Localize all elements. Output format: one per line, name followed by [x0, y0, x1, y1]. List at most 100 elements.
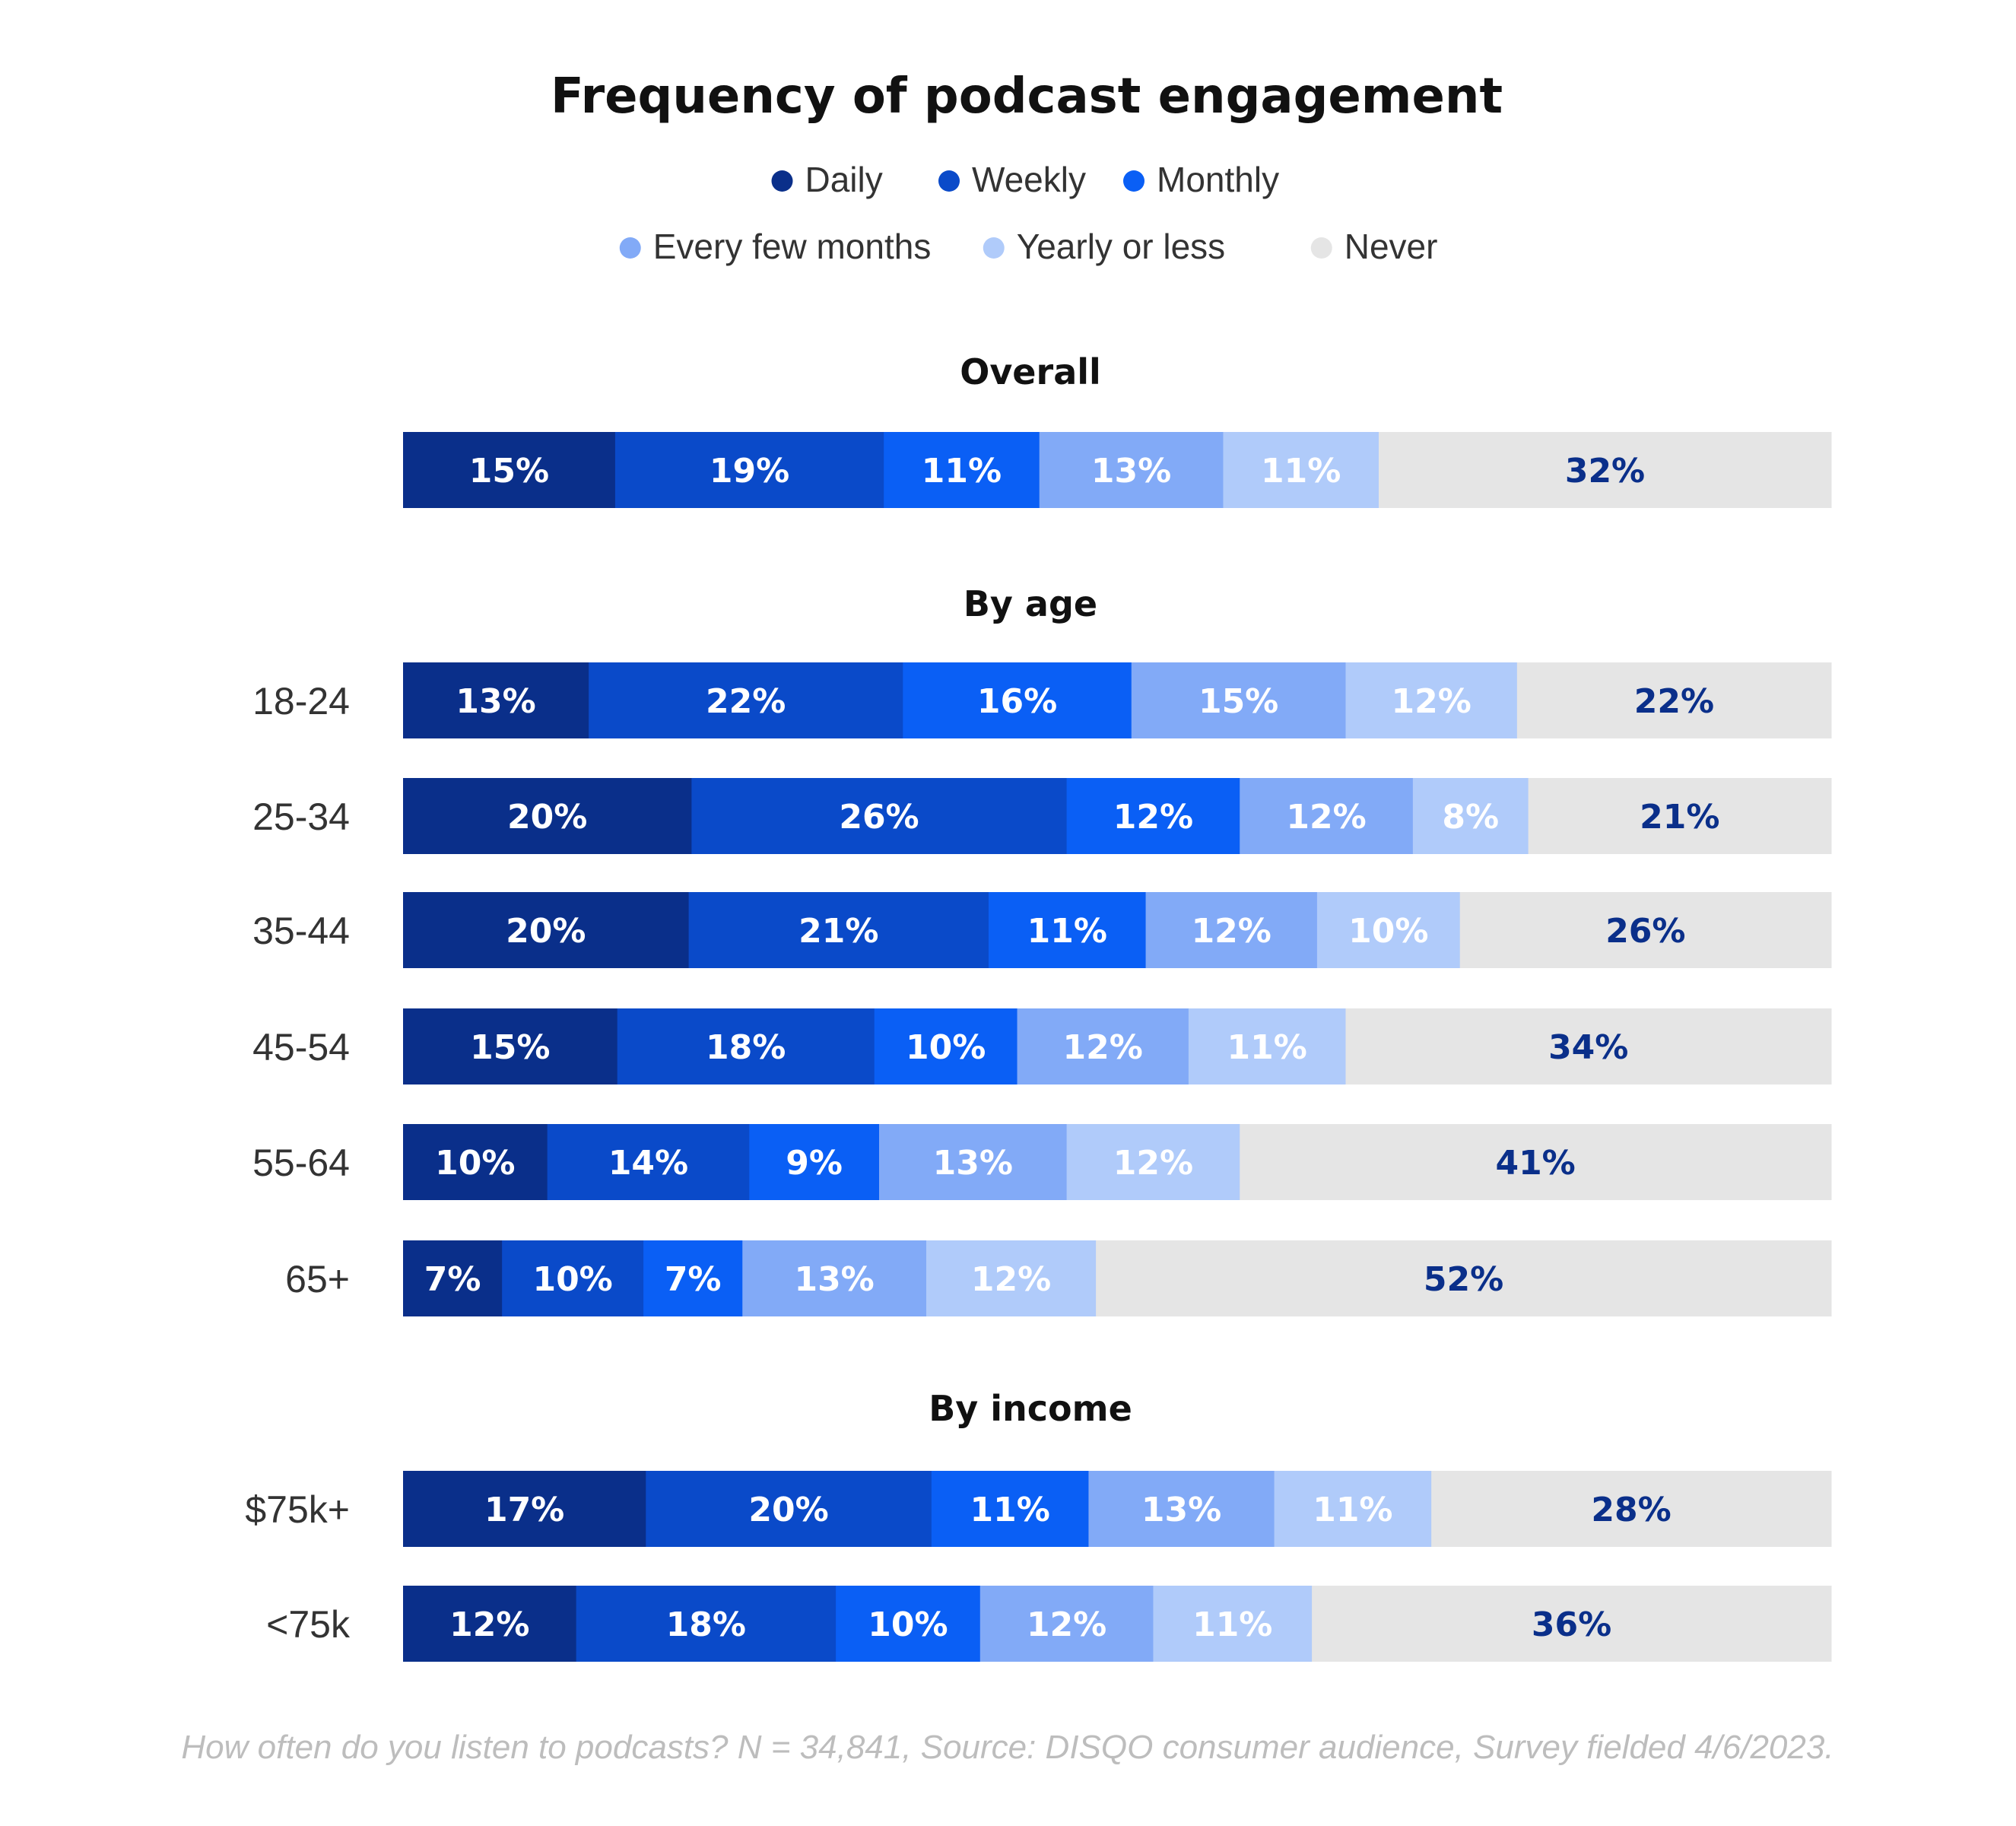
data-label-every-few-months: 12% [1027, 1605, 1106, 1644]
bar-segment-weekly [688, 892, 989, 968]
legend-swatch-weekly [938, 170, 960, 192]
data-label-daily: 20% [506, 912, 586, 951]
data-label-every-few-months: 12% [1286, 798, 1366, 837]
bar-segment-monthly [749, 1124, 880, 1200]
bar-segment-daily [403, 778, 692, 854]
bar-segment-weekly [547, 1124, 750, 1200]
bar-segment-monthly [1066, 778, 1240, 854]
section-by-income: By income $75k+ 17% 20% 11% 13% 11% 28% <75k 12% 1… [245, 1388, 1832, 1662]
bar-segment-daily [403, 1124, 548, 1200]
legend-label-every-few-months: Every few months [653, 227, 932, 266]
data-label-never: 22% [1634, 682, 1714, 721]
bar-segment-never [1528, 778, 1832, 854]
section-title-overall: Overall [960, 351, 1101, 392]
data-label-weekly: 10% [532, 1260, 612, 1299]
data-label-yearly-or-less: 11% [1192, 1605, 1272, 1644]
bar-row-35-44: 35-44 20% 21% 11% 12% 10% 26% [252, 892, 1832, 968]
bar-segment-never [1431, 1471, 1832, 1547]
data-label-daily: 7% [424, 1260, 481, 1299]
bar-segment-yearly-or-less [1223, 432, 1379, 508]
data-label-every-few-months: 15% [1198, 682, 1278, 721]
data-label-yearly-or-less: 11% [1313, 1491, 1392, 1529]
data-label-monthly: 10% [868, 1605, 948, 1644]
bar-segment-every-few-months [1039, 432, 1224, 508]
bar-segment-every-few-months [879, 1124, 1068, 1200]
data-label-every-few-months: 13% [1091, 452, 1171, 491]
bar-segment-monthly [836, 1586, 981, 1662]
legend-label-yearly-or-less: Yearly or less [1017, 227, 1225, 266]
legend-label-weekly: Weekly [972, 160, 1086, 199]
bar-segment-every-few-months [1088, 1471, 1275, 1547]
data-label-weekly: 21% [798, 912, 878, 951]
bar-segment-monthly [884, 432, 1040, 508]
data-label-monthly: 12% [1113, 798, 1193, 837]
data-label-daily: 20% [507, 798, 587, 837]
data-label-daily: 12% [449, 1605, 529, 1644]
data-label-daily: 10% [435, 1144, 515, 1183]
bar-segment-yearly-or-less [1412, 778, 1529, 854]
data-label-monthly: 11% [1027, 912, 1107, 951]
bar-segment-monthly [643, 1240, 743, 1316]
data-label-monthly: 10% [906, 1028, 986, 1067]
legend-item-weekly: Weekly [938, 160, 1086, 199]
data-label-weekly: 18% [706, 1028, 786, 1067]
legend-swatch-never [1310, 237, 1332, 259]
legend-swatch-daily [771, 170, 793, 192]
bar-segment-monthly [903, 662, 1132, 738]
bar-segment-yearly-or-less [1188, 1008, 1346, 1084]
bar-segment-never [1378, 432, 1832, 508]
data-label-weekly: 22% [706, 682, 786, 721]
chart-title: Frequency of podcast engagement [551, 68, 1503, 125]
data-label-never: 41% [1495, 1144, 1575, 1183]
legend-swatch-yearly-or-less [983, 237, 1005, 259]
bar-row-45-54: 45-54 15% 18% 10% 12% 11% 34% [252, 1008, 1832, 1084]
bar-row-75k: $75k+ 17% 20% 11% 13% 11% 28% [245, 1471, 1832, 1547]
bar-segment-daily [403, 1240, 503, 1316]
bar-segment-weekly [646, 1471, 932, 1547]
bar-segment-monthly [874, 1008, 1018, 1084]
bar-segment-never [1516, 662, 1832, 738]
bar-row-25-34: 25-34 20% 26% 12% 12% 8% 21% [252, 778, 1832, 854]
bar-segment-monthly [931, 1471, 1089, 1547]
bar-segment-yearly-or-less [925, 1240, 1097, 1316]
row-label-75k: <75k [266, 1603, 351, 1646]
legend-item-monthly: Monthly [1123, 160, 1279, 199]
data-label-never: 36% [1532, 1605, 1611, 1644]
bar-segment-yearly-or-less [1153, 1586, 1313, 1662]
bar-segment-monthly [988, 892, 1147, 968]
legend-item-yearly-or-less: Yearly or less [983, 227, 1225, 266]
bar-row-65: 65+ 7% 10% 7% 13% 12% 52% [285, 1240, 1832, 1316]
bar-segment-weekly [617, 1008, 875, 1084]
legend: Daily Weekly Monthly Every few months Yearly… [619, 160, 1437, 266]
data-label-daily: 15% [470, 1028, 550, 1067]
legend-item-never: Never [1310, 227, 1437, 266]
row-label-35-44: 35-44 [252, 910, 350, 952]
data-label-never: 21% [1640, 798, 1719, 837]
data-label-never: 26% [1605, 912, 1685, 951]
data-label-never: 28% [1591, 1491, 1671, 1529]
bar-segment-never [1345, 1008, 1832, 1084]
data-label-weekly: 26% [839, 798, 919, 837]
bar-segment-every-few-months [742, 1240, 927, 1316]
bar-segment-every-few-months [1017, 1008, 1189, 1084]
data-label-weekly: 14% [608, 1144, 688, 1183]
data-label-yearly-or-less: 12% [971, 1260, 1051, 1299]
data-label-every-few-months: 13% [794, 1260, 874, 1299]
bar-segment-every-few-months [979, 1586, 1154, 1662]
data-label-yearly-or-less: 11% [1227, 1028, 1307, 1067]
data-label-never: 32% [1565, 452, 1645, 491]
data-label-every-few-months: 13% [1141, 1491, 1221, 1529]
section-by-age: By age 18-24 13% 22% 16% 15% 12% 22% 25-34 20% 26%… [252, 583, 1832, 1316]
bar-segment-daily [403, 1586, 577, 1662]
row-label-25-34: 25-34 [252, 796, 350, 838]
data-label-yearly-or-less: 10% [1348, 912, 1428, 951]
legend-swatch-monthly [1123, 170, 1145, 192]
bar-segment-daily [403, 1008, 618, 1084]
data-label-monthly: 7% [665, 1260, 722, 1299]
section-title-by-income: By income [929, 1388, 1132, 1429]
row-label-18-24: 18-24 [252, 680, 350, 722]
section-title-by-age: By age [964, 583, 1097, 624]
bar-row-overall: 15% 19% 11% 13% 11% 32% [403, 432, 1832, 508]
data-label-yearly-or-less: 11% [1261, 452, 1341, 491]
footnote: How often do you listen to podcasts? N =… [181, 1729, 1833, 1766]
